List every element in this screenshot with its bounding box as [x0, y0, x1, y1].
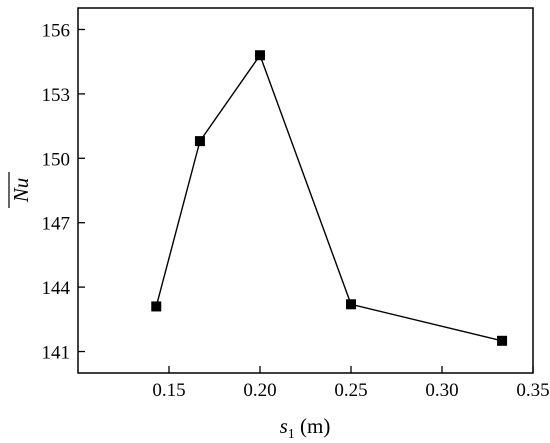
x-axis-label: s1 (m) — [280, 414, 331, 442]
y-tick-label: 147 — [42, 214, 71, 235]
y-tick-label: 141 — [42, 343, 71, 364]
y-tick-label: 156 — [42, 20, 71, 41]
y-axis-label: Nu — [9, 178, 33, 204]
data-markers — [151, 50, 508, 346]
series-line-group — [155, 53, 503, 342]
x-tick-label: 0.35 — [516, 380, 549, 401]
x-tick-label: 0.30 — [425, 380, 458, 401]
x-tick-label: 0.20 — [243, 380, 276, 401]
data-point-marker — [346, 299, 356, 310]
x-tick-label: 0.25 — [334, 380, 367, 401]
data-point-marker — [255, 50, 265, 61]
axis-ticks — [78, 28, 534, 373]
y-tick-label: 144 — [42, 278, 71, 299]
data-point-marker — [497, 335, 508, 346]
plot-frame — [77, 7, 534, 374]
y-axis-label-group: Nu — [8, 172, 33, 208]
tick-labels: 0.15 0.20 0.25 0.30 0.35 141 144 147 150 153 156 — [42, 20, 550, 401]
y-tick-label: 153 — [42, 85, 71, 106]
series-line — [155, 53, 503, 342]
y-tick-label: 150 — [42, 149, 71, 170]
data-point-marker — [151, 301, 162, 312]
x-tick-label: 0.15 — [152, 380, 185, 401]
data-point-marker — [194, 136, 205, 147]
